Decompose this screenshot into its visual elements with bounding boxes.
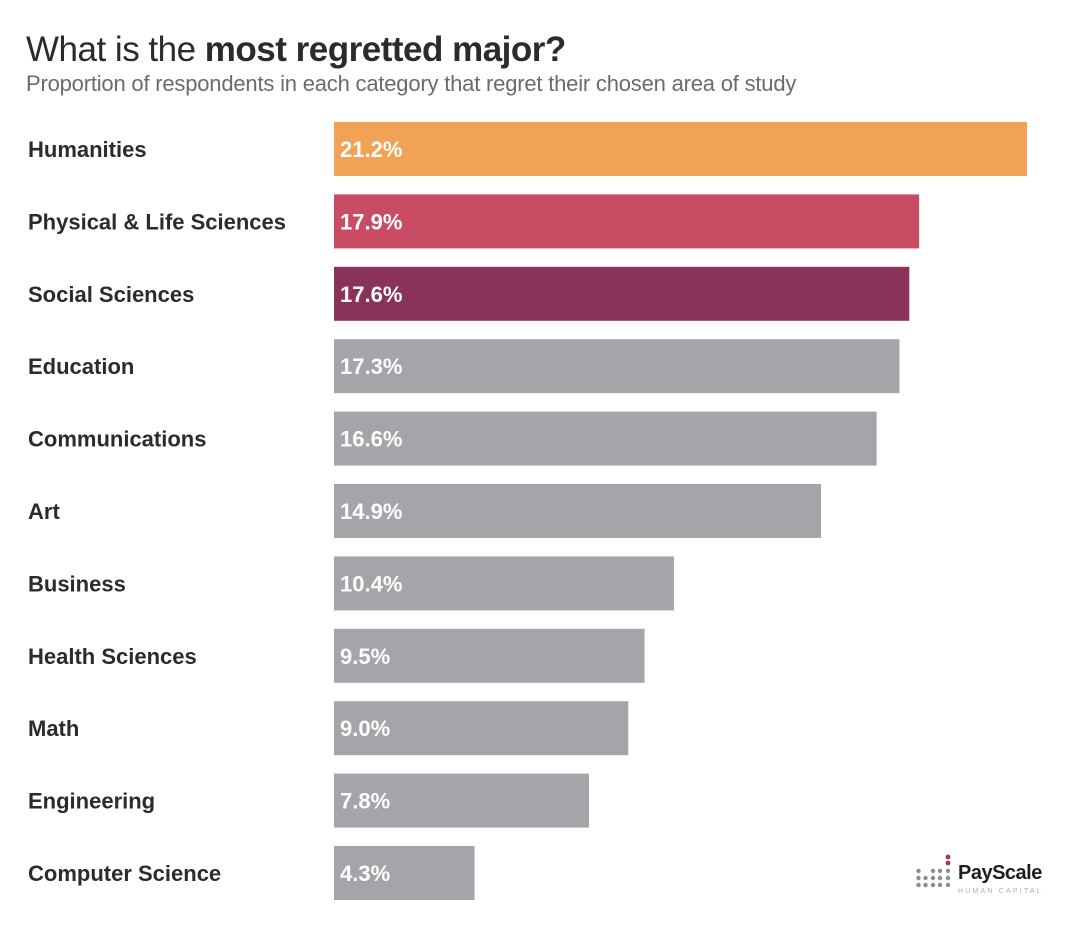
chart-subtitle: Proportion of respondents in each catego…	[26, 71, 797, 96]
bar-social-sciences	[334, 266, 910, 321]
value-label-business: 10.4%	[340, 571, 402, 596]
category-label-social-sciences: Social Sciences	[28, 282, 194, 307]
value-label-humanities: 21.2%	[340, 137, 402, 162]
category-label-math: Math	[28, 716, 79, 741]
category-label-humanities: Humanities	[28, 137, 147, 162]
value-label-social-sciences: 17.6%	[340, 282, 402, 307]
category-label-computer-science: Computer Science	[28, 861, 221, 886]
bar-business	[334, 556, 674, 611]
value-label-art: 14.9%	[340, 499, 402, 524]
value-label-physical-life-sciences: 17.9%	[340, 209, 402, 234]
value-label-education: 17.3%	[340, 354, 402, 379]
category-label-engineering: Engineering	[28, 789, 155, 814]
value-label-engineering: 7.8%	[340, 789, 390, 814]
bar-communications	[334, 411, 877, 466]
bar-art	[334, 484, 822, 538]
bar-education	[334, 339, 900, 394]
chart-title: What is the most regretted major?	[26, 30, 566, 70]
category-label-art: Art	[28, 499, 60, 524]
bar-physical-life-sciences	[334, 194, 920, 249]
bar-health-sciences	[334, 628, 645, 683]
payscale-logo: PayScale HUMAN CAPITAL	[916, 852, 1056, 902]
value-label-health-sciences: 9.5%	[340, 644, 390, 669]
bar-humanities	[334, 122, 1027, 176]
category-label-physical-life-sciences: Physical & Life Sciences	[28, 209, 286, 234]
payscale-dots-icon	[916, 854, 951, 888]
bar-engineering	[334, 773, 589, 828]
chart-title-prefix: What is the	[26, 30, 205, 69]
logo-name: PayScale	[958, 862, 1042, 884]
value-label-communications: 16.6%	[340, 427, 402, 452]
category-label-communications: Communications	[28, 427, 206, 452]
logo-tagline: HUMAN CAPITAL	[958, 888, 1043, 895]
category-label-education: Education	[28, 354, 134, 379]
bar-computer-science	[334, 846, 475, 900]
value-label-math: 9.0%	[340, 716, 390, 741]
bar-math	[334, 701, 629, 756]
value-label-computer-science: 4.3%	[340, 861, 390, 886]
category-label-health-sciences: Health Sciences	[28, 644, 197, 669]
category-label-business: Business	[28, 571, 126, 596]
chart-title-bold: most regretted major?	[204, 30, 566, 69]
